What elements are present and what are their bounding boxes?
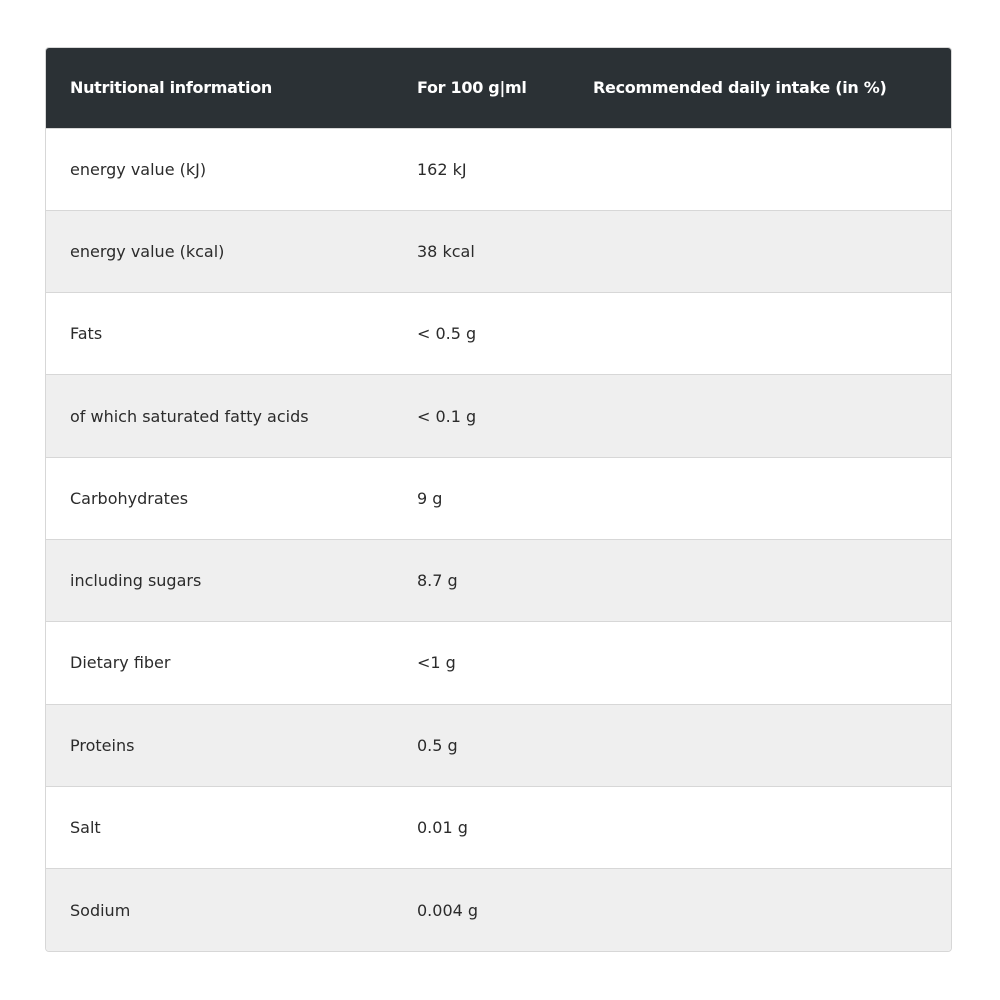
nutrient-value: 38 kcal <box>417 241 475 261</box>
header-nutritional-information: Nutritional information <box>70 78 272 98</box>
nutrient-name: of which saturated fatty acids <box>70 406 309 426</box>
table-row: Fats < 0.5 g <box>46 292 951 375</box>
nutrient-value: 162 kJ <box>417 159 467 179</box>
header-recommended-daily-intake: Recommended daily intake (in %) <box>593 78 887 98</box>
nutrient-name: Dietary fiber <box>70 653 171 673</box>
table-row: Salt 0.01 g <box>46 786 951 869</box>
nutrient-name: energy value (kcal) <box>70 241 225 261</box>
nutrient-name: Carbohydrates <box>70 488 189 508</box>
nutrient-rdi <box>569 457 951 539</box>
header-row: Nutritional information For 100 g|ml Rec… <box>46 48 951 128</box>
nutrient-rdi <box>569 293 951 375</box>
nutrient-value: 9 g <box>417 488 443 508</box>
nutrient-value: 8.7 g <box>417 571 458 591</box>
nutrient-name: including sugars <box>70 571 202 591</box>
nutrient-value: <1 g <box>417 653 456 673</box>
table-row: including sugars 8.7 g <box>46 539 951 622</box>
nutrient-rdi <box>569 375 951 457</box>
nutrient-name: Proteins <box>70 735 135 755</box>
nutrient-rdi <box>569 128 951 210</box>
nutrition-table: Nutritional information For 100 g|ml Rec… <box>46 48 951 951</box>
table-row: Sodium 0.004 g <box>46 868 951 951</box>
table-row: Dietary fiber <1 g <box>46 621 951 705</box>
nutrient-name: Sodium <box>70 900 131 920</box>
table-body: energy value (kJ) 162 kJ energy value (k… <box>46 128 951 951</box>
nutrient-rdi <box>569 539 951 621</box>
nutrient-value: 0.01 g <box>417 818 468 838</box>
nutrient-rdi <box>569 869 951 951</box>
nutrient-rdi <box>569 210 951 292</box>
nutrient-value: 0.5 g <box>417 735 458 755</box>
nutrient-value: 0.004 g <box>417 900 479 920</box>
nutrient-rdi <box>569 704 951 786</box>
table-row: of which saturated fatty acids < 0.1 g <box>46 374 951 458</box>
table-row: energy value (kJ) 162 kJ <box>46 128 951 211</box>
table-row: Carbohydrates 9 g <box>46 457 951 540</box>
nutrient-name: Salt <box>70 818 101 838</box>
nutrient-name: Fats <box>70 324 103 344</box>
nutrition-table-container: Nutritional information For 100 g|ml Rec… <box>45 47 952 952</box>
table-header: Nutritional information For 100 g|ml Rec… <box>46 48 951 128</box>
nutrient-rdi <box>569 622 951 704</box>
nutrient-name: energy value (kJ) <box>70 159 207 179</box>
nutrient-value: < 0.5 g <box>417 324 477 344</box>
header-per-100g: For 100 g|ml <box>417 78 527 98</box>
nutrient-rdi <box>569 786 951 868</box>
nutrient-value: < 0.1 g <box>417 406 477 426</box>
table-row: Proteins 0.5 g <box>46 704 951 787</box>
table-row: energy value (kcal) 38 kcal <box>46 210 951 293</box>
